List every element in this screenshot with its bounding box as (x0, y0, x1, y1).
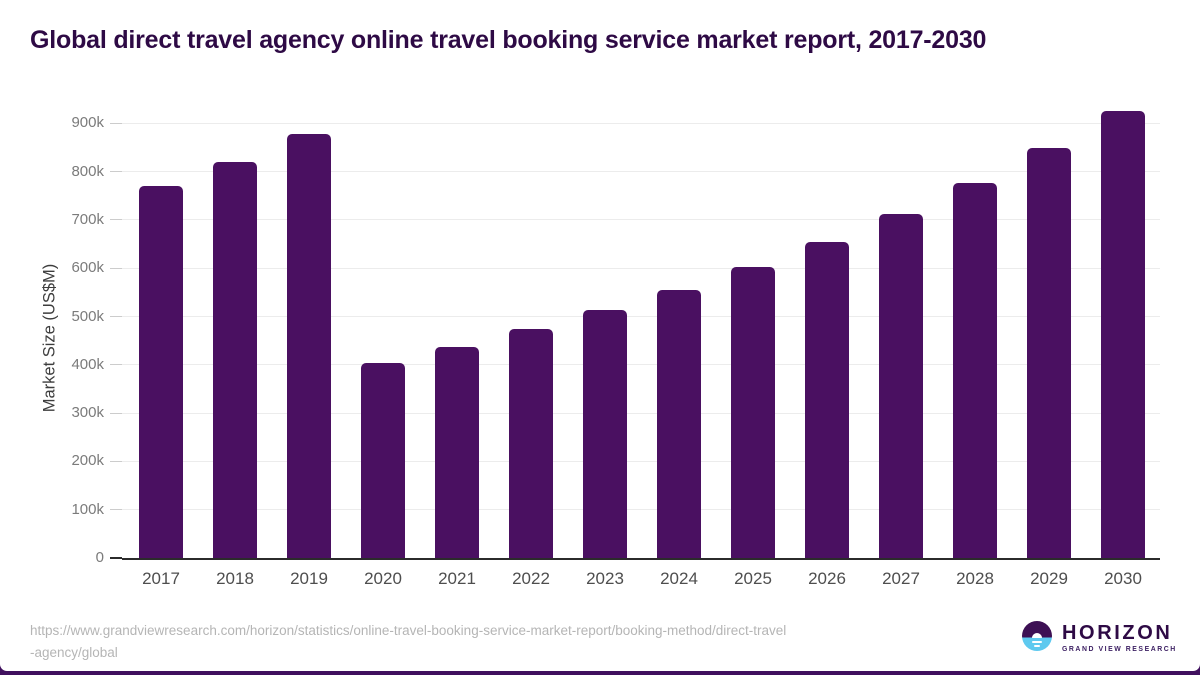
bar-2019 (287, 133, 331, 558)
x-tick-label: 2028 (956, 569, 994, 588)
y-tick-label: 900k (71, 114, 104, 132)
x-axis-line (122, 558, 1160, 560)
bar-2024 (657, 289, 701, 558)
logo-subtitle: GRAND VIEW RESEARCH (1062, 646, 1177, 653)
bar-2021 (435, 346, 479, 558)
horizon-logo-icon (1022, 621, 1052, 651)
bar-2029 (1027, 148, 1071, 558)
y-axis-title: Market Size (US$M) (40, 263, 59, 413)
gridline (122, 171, 1160, 173)
y-tick-mark (110, 316, 122, 317)
bar-2020 (361, 363, 405, 558)
source-url-line2: -agency/global (30, 645, 118, 660)
y-tick-label: 500k (71, 307, 104, 325)
bar-slot (790, 105, 864, 558)
x-tick-label: 2019 (290, 569, 328, 588)
bar-slot (1012, 105, 1086, 558)
y-tick-label: 700k (71, 210, 104, 228)
y-tick-mark (110, 267, 122, 269)
x-tick-label: 2018 (216, 569, 254, 588)
gridline (122, 219, 1160, 221)
bar-slot (938, 105, 1012, 558)
y-tick-label: 400k (71, 355, 104, 373)
x-tick-label: 2020 (364, 569, 402, 588)
y-tick-label: 200k (71, 452, 104, 470)
sun-icon (1032, 632, 1042, 638)
bar-slot (716, 105, 790, 558)
horizon-logo: HORIZON GRAND VIEW RESEARCH (1022, 621, 1177, 653)
gridline (122, 460, 1160, 462)
horizon-line-icon (1032, 640, 1042, 643)
x-tick-label: 2027 (882, 569, 920, 588)
bar-2023 (583, 310, 627, 558)
bar-slot (642, 105, 716, 558)
bar-2025 (731, 266, 775, 558)
gridline (122, 412, 1160, 414)
gridline (122, 267, 1160, 269)
x-tick-label: 2017 (142, 569, 180, 588)
bar-2030 (1101, 111, 1145, 558)
x-tick-label: 2024 (660, 569, 698, 588)
x-tick-label: 2029 (1030, 569, 1068, 588)
y-tick-mark (110, 364, 122, 366)
gridline (122, 509, 1160, 511)
bar-2028 (953, 182, 997, 558)
y-tick-mark (110, 412, 122, 414)
x-tick-label: 2021 (438, 569, 476, 588)
x-axis-labels: 2017 2018 2019 2020 2021 2022 2023 2024 2025 2026… (124, 569, 1160, 589)
y-tick-label: 0 (95, 549, 104, 566)
bar-2018 (213, 162, 257, 558)
bar-slot (198, 105, 272, 558)
y-tick-mark (110, 460, 122, 462)
y-tick-label: 300k (71, 404, 104, 422)
bar-2027 (879, 213, 923, 558)
bars-container (124, 105, 1160, 558)
y-tick-mark (110, 122, 122, 124)
bar-slot (420, 105, 494, 558)
bar-slot (346, 105, 420, 558)
gridline (122, 122, 1160, 124)
x-tick-label: 2022 (512, 569, 550, 588)
y-tick-mark (110, 509, 122, 511)
horizon-line-icon (1034, 644, 1040, 647)
x-tick-label: 2025 (734, 569, 772, 588)
y-tick-label: 800k (71, 162, 104, 180)
bar-slot (494, 105, 568, 558)
gridline (122, 316, 1160, 317)
bottom-bar-mask (0, 664, 1200, 671)
bar-slot (864, 105, 938, 558)
x-tick-label: 2023 (586, 569, 624, 588)
bar-2017 (139, 186, 183, 558)
source-url: https://www.grandviewresearch.com/horizo… (30, 620, 970, 664)
x-tick-label: 2026 (808, 569, 846, 588)
page-title: Global direct travel agency online trave… (30, 26, 987, 54)
y-tick-mark (110, 171, 122, 173)
bar-2022 (509, 329, 553, 558)
y-tick-label: 600k (71, 259, 104, 277)
y-tick-mark (110, 219, 122, 221)
logo-text-block: HORIZON GRAND VIEW RESEARCH (1062, 621, 1177, 653)
logo-name: HORIZON (1062, 622, 1173, 644)
bar-slot (124, 105, 198, 558)
gridline (122, 364, 1160, 366)
x-tick-label: 2030 (1104, 569, 1142, 588)
bar-slot (1086, 105, 1160, 558)
bar-slot (568, 105, 642, 558)
y-tick-mark (110, 557, 122, 559)
bar-2026 (805, 241, 849, 558)
source-url-line1: https://www.grandviewresearch.com/horizo… (30, 623, 787, 638)
bar-slot (272, 105, 346, 558)
y-tick-label: 100k (71, 500, 104, 518)
